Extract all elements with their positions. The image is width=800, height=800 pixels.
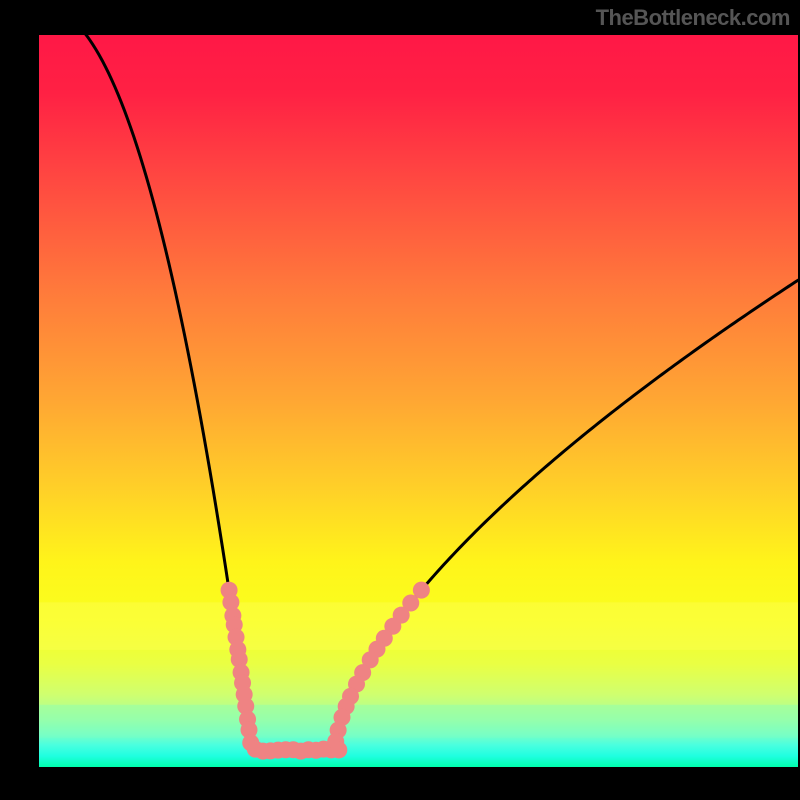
watermark-text: TheBottleneck.com [596, 5, 790, 31]
marker-bottom [330, 741, 347, 758]
highlight-band-0 [39, 602, 798, 650]
highlight-band-1 [39, 705, 798, 738]
gradient-background [39, 35, 798, 767]
bottleneck-chart [0, 0, 800, 800]
